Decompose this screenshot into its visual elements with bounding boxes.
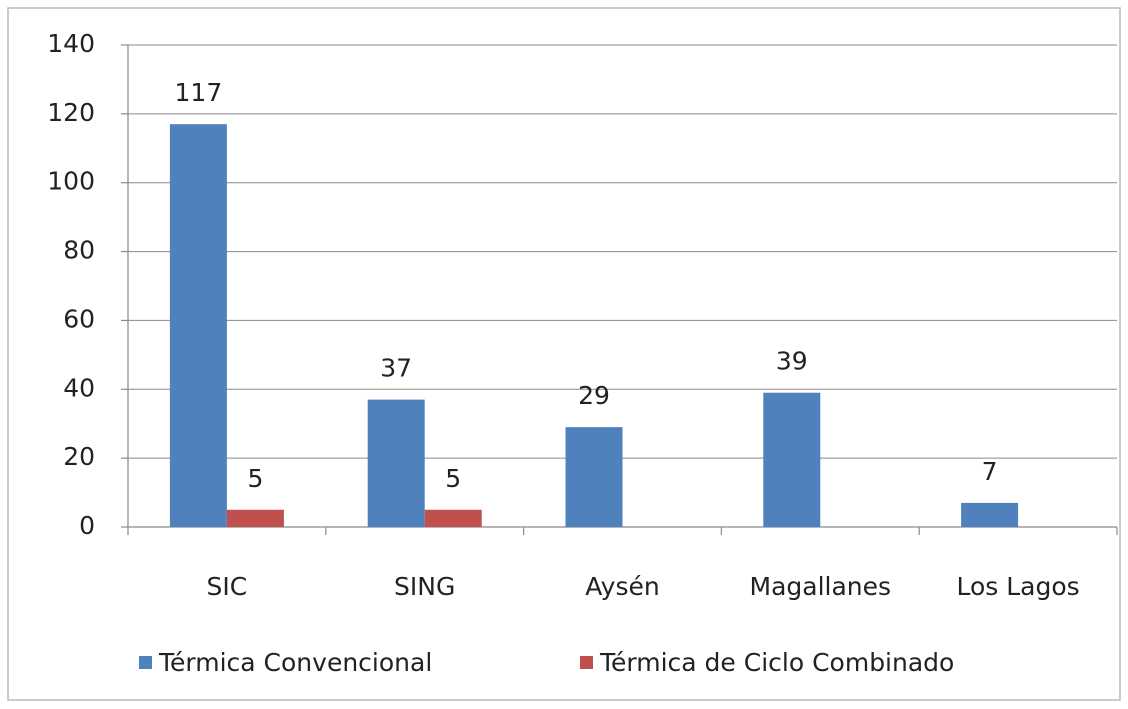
bar (424, 509, 482, 527)
data-label: 39 (776, 347, 808, 376)
bar (226, 509, 284, 527)
data-label: 29 (578, 381, 610, 410)
legend-swatch (139, 656, 152, 669)
data-label: 5 (445, 464, 461, 493)
data-label: 37 (380, 354, 412, 383)
bar (961, 502, 1019, 527)
x-tick-label: SIC (207, 572, 248, 601)
bar (565, 427, 623, 527)
x-tick-label: Los Lagos (956, 572, 1079, 601)
bar (763, 392, 821, 527)
legend-label: Térmica Convencional (158, 648, 432, 677)
x-tick-label: Aysén (585, 572, 659, 601)
data-label: 117 (175, 78, 223, 107)
y-tick-label: 0 (79, 511, 95, 540)
y-tick-label: 100 (47, 167, 95, 196)
y-tick-label: 40 (63, 373, 95, 402)
bar (367, 399, 425, 527)
bar (169, 124, 227, 527)
y-tick-label: 80 (63, 236, 95, 265)
y-tick-label: 20 (63, 442, 95, 471)
data-label: 7 (982, 457, 998, 486)
x-tick-label: Magallanes (750, 572, 892, 601)
data-label: 5 (247, 464, 263, 493)
x-tick-label: SING (394, 572, 455, 601)
y-tick-label: 120 (47, 98, 95, 127)
legend-label: Térmica de Ciclo Combinado (599, 648, 954, 677)
legend-swatch (580, 656, 593, 669)
y-tick-label: 140 (47, 29, 95, 58)
y-tick-label: 60 (63, 304, 95, 333)
